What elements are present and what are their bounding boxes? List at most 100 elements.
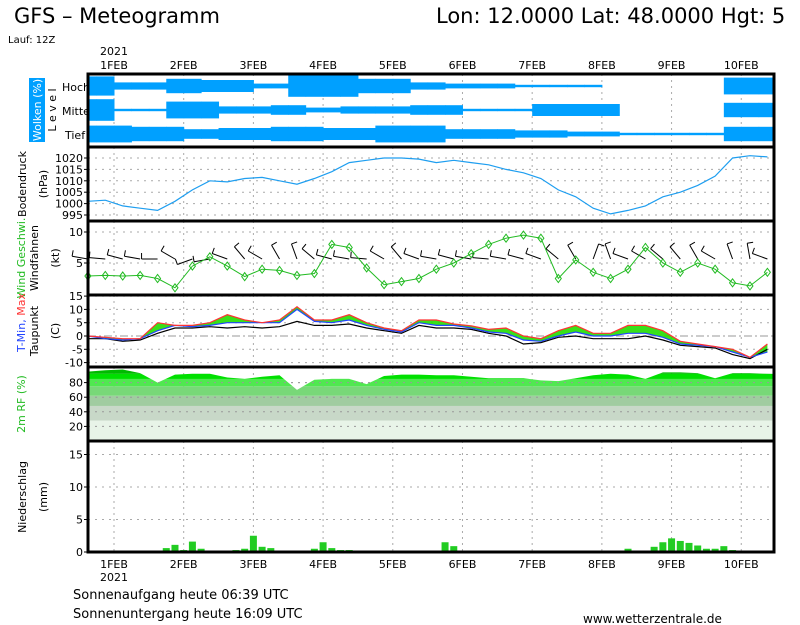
precip-bar (685, 542, 693, 552)
wind-speed-point (310, 268, 319, 279)
pressure-line (87, 155, 768, 215)
cloud-mid-block (601, 104, 620, 116)
precip-bar (267, 548, 275, 552)
cloud-mid-block (218, 106, 237, 114)
cloud-low-block (323, 128, 342, 140)
precip-bar (659, 542, 667, 552)
source-link[interactable]: www.wetterzentrale.de (583, 612, 722, 625)
wind-barb-feather (291, 241, 298, 245)
wind-barb-feather (489, 250, 492, 257)
cloud-mid-block (201, 101, 220, 119)
wind-speed-point (432, 264, 440, 275)
day-label-bottom: 4FEB (309, 558, 337, 571)
cloud-low-block (514, 130, 533, 138)
cloud-mid-block (253, 106, 272, 114)
day-label-top: 4FEB (309, 59, 337, 72)
cloud-low-block (688, 132, 707, 136)
cloud-mid-block (479, 108, 498, 112)
day-label-bottom: 6FEB (449, 558, 477, 571)
cloud-axis-title: Wolken (%) (31, 79, 44, 141)
cloud-high-block (148, 82, 167, 90)
cloud-low-block (567, 131, 585, 137)
precip-bar (702, 548, 710, 552)
cloud-high-block (323, 75, 342, 97)
wind-speed-point (537, 233, 545, 244)
cloud-low-block (723, 126, 742, 142)
cloud-low-block (392, 125, 411, 143)
wind-speed-point (711, 264, 719, 275)
cloud-high-block (305, 75, 324, 97)
cloud-low-block (270, 126, 289, 142)
cloud-mid-block (567, 104, 585, 116)
rh-band (88, 405, 774, 421)
cloud-low-block (532, 130, 551, 138)
wind-barb (333, 255, 350, 260)
temp-range-fill (87, 306, 768, 358)
cloud-low-block (131, 126, 150, 142)
cloud-low-block (584, 131, 603, 137)
precip-bar (188, 541, 196, 552)
cloud-high-block (758, 77, 775, 95)
dewpoint-line (87, 320, 768, 360)
wind-speed-point (188, 261, 197, 271)
day-label-top: 5FEB (379, 59, 407, 72)
cloud-high-block (462, 83, 481, 89)
wind-speed-point (397, 276, 406, 287)
cloud-low-block (340, 128, 359, 140)
precip-bar (694, 545, 702, 552)
cloud-low-block (671, 132, 690, 136)
wind-barb-feather (369, 245, 374, 252)
location-info: Lon: 12.0000 Lat: 48.0000 Hgt: 5 (436, 4, 785, 28)
y-tick-label: 10 (69, 481, 83, 494)
precip-bar (676, 540, 684, 552)
cloud-low-block (654, 132, 673, 136)
wind-barb-feather (437, 248, 441, 255)
cloud-high-block (253, 83, 272, 89)
tmin-label: T-Min, (15, 319, 28, 353)
cloud-low-block (88, 125, 98, 143)
wind-barb-feather (598, 243, 605, 247)
wind-barb (592, 243, 600, 260)
rh-band (88, 386, 774, 396)
cloud-low-block (253, 128, 272, 140)
rh-axis-title: 2m RF (%) (15, 375, 28, 433)
cloud-low-block (166, 126, 185, 142)
wind-barb-feather (315, 248, 319, 255)
temp-unit: (C) (49, 323, 62, 339)
wind-speed-point (606, 273, 615, 284)
wind-speed-point (641, 242, 650, 253)
wind-barb (689, 244, 699, 260)
level-axis-title: L e v e l (46, 88, 59, 131)
level-mid: Mittel (62, 105, 93, 118)
wind-barb-feather (689, 241, 696, 246)
cloud-mid-block (462, 108, 481, 112)
y-tick-label: 60 (69, 391, 83, 404)
cloud-low-block (758, 126, 775, 142)
cloud-high-block (270, 83, 289, 89)
day-label-top: 6FEB (449, 59, 477, 72)
wind-barb-feather (192, 255, 195, 262)
level-low: Tief (64, 129, 86, 142)
cloud-mid-block (183, 101, 202, 119)
y-tick-label: 5 (76, 317, 83, 330)
precip-unit: (mm) (37, 482, 50, 512)
wind-barb-feather (454, 250, 457, 257)
precip-bar (650, 546, 658, 552)
wind-barb-feather (234, 242, 240, 248)
wind-speed-point (136, 270, 144, 281)
cloud-mid-block (88, 99, 98, 121)
wind-barb (124, 255, 141, 260)
wind-barb (369, 250, 385, 260)
cloud-low-block (619, 132, 638, 136)
wind-barb-feather (106, 248, 110, 255)
cloud-mid-block (410, 105, 429, 115)
y-tick-label: 40 (69, 406, 83, 419)
wind-barb (631, 250, 646, 260)
cloud-low-block (288, 126, 307, 142)
wind-speed-point (450, 258, 458, 268)
cloud-high-block (410, 82, 429, 90)
level-high: Hoch (62, 81, 90, 94)
wind-barb (390, 246, 402, 260)
wind-barb-feather (507, 248, 511, 255)
cloud-mid-block (357, 106, 376, 114)
